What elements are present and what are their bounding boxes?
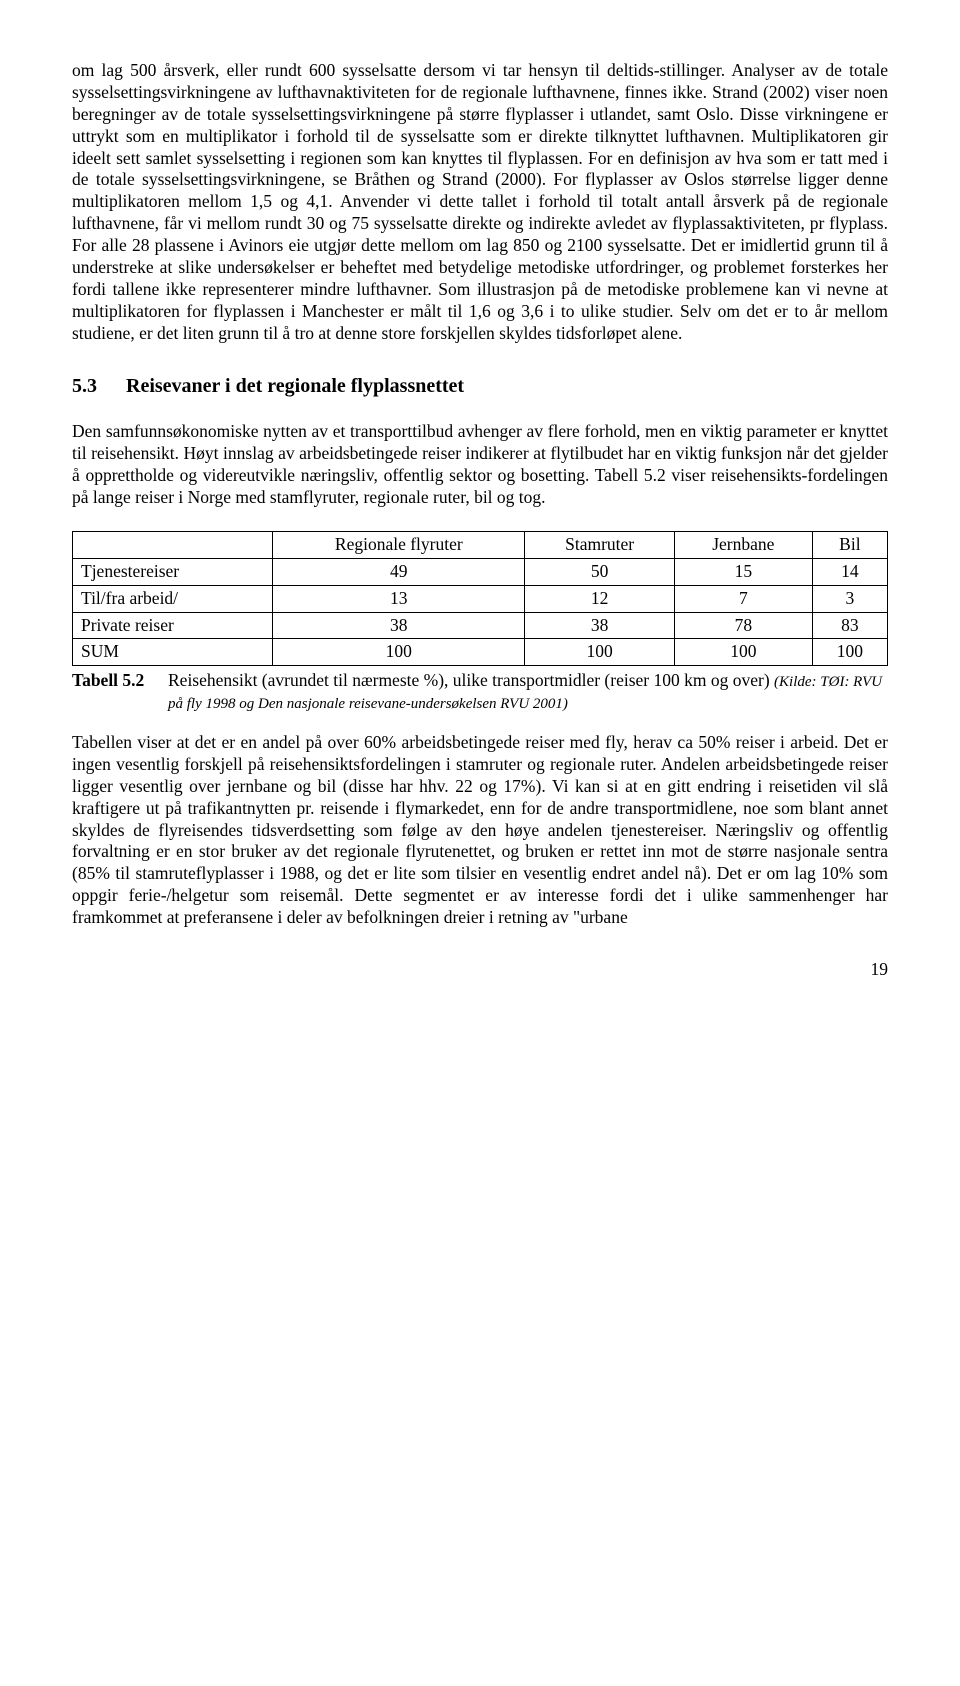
table-row: Til/fra arbeid/ 13 12 7 3 — [73, 585, 888, 612]
table-cell: 83 — [812, 612, 887, 639]
table-caption-label: Tabell 5.2 — [72, 670, 168, 692]
table-cell: 15 — [674, 558, 812, 585]
table-cell: 38 — [273, 612, 525, 639]
table-row: Tjenestereiser 49 50 15 14 — [73, 558, 888, 585]
table-header: Stamruter — [525, 531, 675, 558]
section-title: Reisevaner i det regionale flyplassnette… — [126, 375, 464, 397]
table-cell: 50 — [525, 558, 675, 585]
page-number: 19 — [72, 959, 888, 981]
table-cell: Private reiser — [73, 612, 273, 639]
table-cell: 38 — [525, 612, 675, 639]
table-cell: 78 — [674, 612, 812, 639]
table-header — [73, 531, 273, 558]
table-cell: 7 — [674, 585, 812, 612]
table-cell: Til/fra arbeid/ — [73, 585, 273, 612]
table-header: Regionale flyruter — [273, 531, 525, 558]
section-number: 5.3 — [72, 374, 126, 399]
table-cell: 100 — [812, 639, 887, 666]
table-caption: Tabell 5.2Reisehensikt (avrundet til nær… — [72, 670, 888, 714]
paragraph-3: Tabellen viser at det er en andel på ove… — [72, 732, 888, 929]
table-cell: 14 — [812, 558, 887, 585]
paragraph-2: Den samfunnsøkonomiske nytten av et tran… — [72, 421, 888, 509]
travel-purpose-table: Regionale flyruter Stamruter Jernbane Bi… — [72, 531, 888, 666]
table-header-row: Regionale flyruter Stamruter Jernbane Bi… — [73, 531, 888, 558]
table-row: Private reiser 38 38 78 83 — [73, 612, 888, 639]
table-cell: SUM — [73, 639, 273, 666]
table-cell: 12 — [525, 585, 675, 612]
section-heading: 5.3Reisevaner i det regionale flyplassne… — [72, 374, 888, 399]
table-cell: 13 — [273, 585, 525, 612]
table-row: SUM 100 100 100 100 — [73, 639, 888, 666]
table-cell: 100 — [273, 639, 525, 666]
table-cell: Tjenestereiser — [73, 558, 273, 585]
table-header: Jernbane — [674, 531, 812, 558]
table-cell: 100 — [674, 639, 812, 666]
table-cell: 100 — [525, 639, 675, 666]
table-cell: 49 — [273, 558, 525, 585]
table-header: Bil — [812, 531, 887, 558]
paragraph-1: om lag 500 årsverk, eller rundt 600 syss… — [72, 60, 888, 344]
table-cell: 3 — [812, 585, 887, 612]
table-caption-text: Reisehensikt (avrundet til nærmeste %), … — [168, 670, 774, 690]
